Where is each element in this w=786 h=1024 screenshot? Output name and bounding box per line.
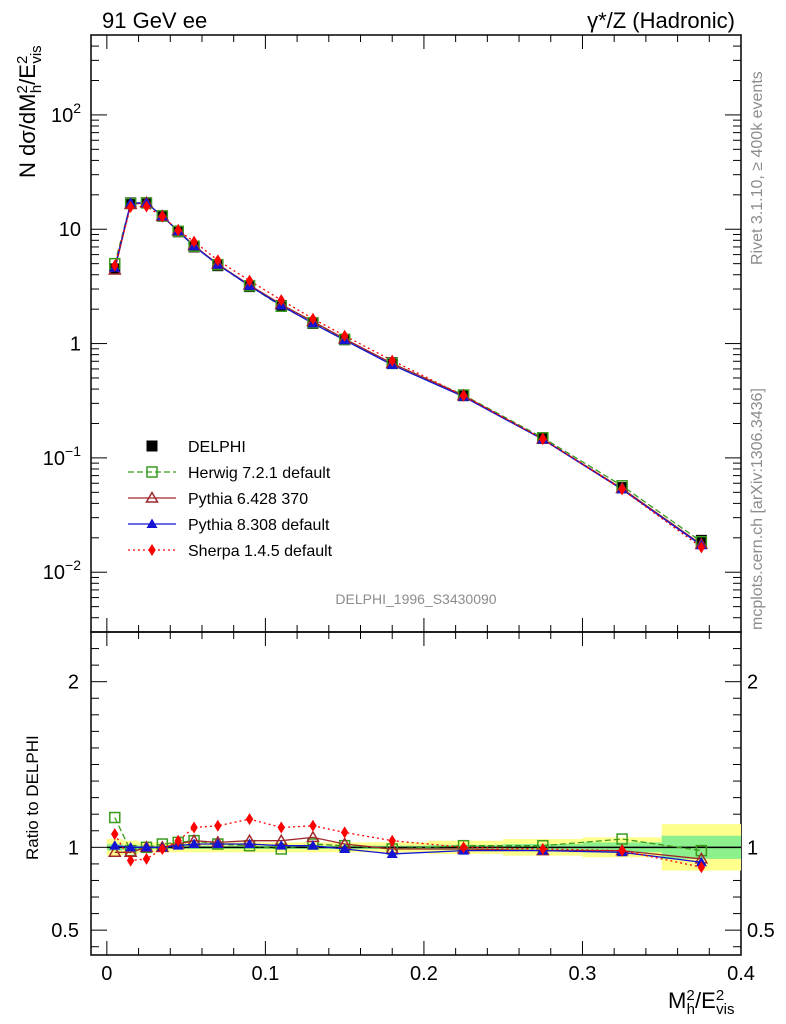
data-point — [618, 483, 626, 496]
x-tick-label: 0.2 — [410, 963, 438, 985]
legend-marker — [146, 466, 158, 478]
ratio-y-axis-title: Ratio to DELPHI — [23, 735, 42, 860]
analysis-id: DELPHI_1996_S3430090 — [335, 591, 496, 607]
ratio-data-point — [309, 819, 317, 832]
main-y-axis-title: N dσ/dM2h/E2vis — [14, 45, 45, 178]
y-tick-label: 10−1 — [43, 443, 81, 470]
data-point — [142, 200, 151, 213]
ratio-data-point — [125, 841, 137, 852]
x-tick-label: 0 — [101, 963, 112, 985]
data-point — [158, 210, 167, 223]
rivet-label: Rivet 3.1.10, ≥ 400k events — [749, 71, 766, 265]
legend-label: DELPHI — [188, 439, 246, 456]
ratio-data-point — [695, 844, 708, 857]
legend-item: Herwig 7.2.1 default — [128, 465, 331, 482]
mcplots-label: mcplots.cern.ch [arXiv:1306.3436] — [749, 388, 766, 630]
ratio-data-point — [697, 861, 706, 874]
series-line — [114, 202, 702, 546]
legend-label: Pythia 6.428 370 — [188, 491, 308, 508]
ratio-data-point — [306, 830, 320, 843]
ratio-data-point — [188, 838, 200, 849]
data-point — [340, 329, 349, 342]
data-point — [539, 433, 547, 446]
data-point — [309, 312, 317, 325]
header-right: γ*/Z (Hadronic) — [587, 8, 735, 33]
legend-item: Pythia 6.428 370 — [128, 491, 308, 508]
ratio-data-point — [386, 848, 398, 858]
ratio-y-tick-label: 1 — [68, 837, 79, 859]
legend-label: Pythia 8.308 default — [188, 517, 330, 534]
ratio-data-point — [539, 842, 547, 855]
ratio-y-tick-label-right: 0.5 — [747, 920, 775, 942]
ratio-data-point — [111, 828, 119, 841]
data-point — [174, 224, 182, 237]
series-line — [114, 205, 702, 548]
x-axis-title: M2 h/E2 vis — [668, 987, 735, 1018]
ratio-data-point — [214, 819, 222, 832]
ratio-data-point — [140, 841, 152, 852]
data-point — [277, 294, 285, 307]
ratio-series-line — [114, 817, 702, 852]
ratio-data-point — [339, 843, 351, 853]
ratio-data-point — [126, 854, 135, 867]
data-point — [388, 354, 396, 367]
ratio-data-point — [244, 838, 256, 849]
ratio-data-point — [109, 840, 121, 850]
legend-label: Herwig 7.2.1 default — [188, 465, 331, 482]
ratio-panel: 0 0.1 0.2 0.3 0.4 0.5 0.5 1 1 2 2 — [51, 631, 775, 985]
legend-marker — [146, 440, 158, 452]
header-left: 91 GeV ee — [102, 8, 207, 33]
y-tick-label: 1 — [70, 334, 81, 356]
ratio-data-point — [340, 826, 349, 839]
data-point — [459, 389, 468, 402]
legend-marker — [146, 518, 158, 528]
legend-label: Sherpa 1.4.5 default — [188, 543, 333, 560]
x-tick-label: 0.1 — [251, 963, 279, 985]
data-point — [111, 259, 119, 272]
ratio-series-line — [114, 843, 702, 863]
data-point — [214, 254, 222, 267]
ratio-data-point — [459, 841, 468, 854]
ratio-data-point — [107, 845, 122, 858]
legend-marker — [145, 491, 159, 503]
ratio-data-point — [158, 842, 167, 855]
ratio-y-tick-label: 2 — [68, 672, 79, 694]
data-point — [245, 274, 254, 287]
legend: DELPHI Herwig 7.2.1 default Pythia 6.428 3… — [128, 439, 333, 560]
ratio-y-tick-label-right: 1 — [747, 837, 758, 859]
ratio-y-tick-label: 0.5 — [51, 920, 79, 942]
main-panel: 10−2 10−1 1 10 102 — [43, 34, 742, 633]
y-tick-label: 102 — [51, 100, 81, 127]
ratio-data-point — [245, 813, 254, 826]
data-point — [126, 200, 135, 213]
ratio-data-point — [142, 852, 151, 865]
y-tick-label: 10−2 — [43, 557, 81, 584]
x-tick-label: 0.4 — [727, 963, 755, 985]
x-tick-label: 0.3 — [569, 963, 597, 985]
legend-marker — [148, 544, 156, 556]
ratio-series-line — [114, 818, 702, 868]
ratio-data-point — [277, 821, 285, 834]
ratio-data-point — [190, 821, 198, 834]
data-point — [697, 541, 706, 554]
ratio-data-point — [388, 834, 396, 847]
legend-item: DELPHI — [146, 439, 246, 456]
legend-item: Sherpa 1.4.5 default — [128, 543, 333, 560]
ratio-frame — [90, 631, 742, 956]
ratio-data-point — [109, 811, 121, 824]
ratio-data-point — [307, 840, 319, 850]
ratio-y-tick-label-right: 2 — [747, 672, 758, 694]
data-point — [190, 235, 198, 248]
ratio-data-point — [212, 838, 224, 849]
ratio-data-point — [275, 840, 287, 850]
legend-item: Pythia 8.308 default — [128, 517, 330, 534]
ratio-data-point — [618, 844, 626, 857]
ratio-data-point — [174, 834, 182, 847]
y-tick-label: 10 — [59, 219, 81, 241]
